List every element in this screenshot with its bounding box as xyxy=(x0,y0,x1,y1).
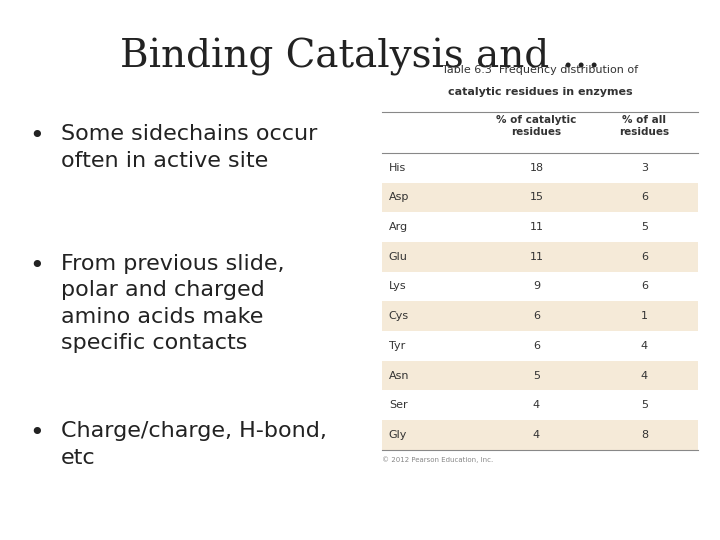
Text: 8: 8 xyxy=(641,430,648,440)
Text: 1: 1 xyxy=(641,311,648,321)
Text: 6: 6 xyxy=(533,311,540,321)
Text: 18: 18 xyxy=(529,163,544,173)
Text: Asp: Asp xyxy=(389,192,409,202)
Text: catalytic residues in enzymes: catalytic residues in enzymes xyxy=(448,87,632,98)
Text: His: His xyxy=(389,163,406,173)
Text: 5: 5 xyxy=(641,400,648,410)
Text: 9: 9 xyxy=(533,281,540,292)
Text: Cys: Cys xyxy=(389,311,409,321)
Text: % of all
residues: % of all residues xyxy=(619,115,670,137)
Text: Table 6.3  Frequency distribution of: Table 6.3 Frequency distribution of xyxy=(442,65,638,75)
Text: •: • xyxy=(29,124,43,148)
Text: 11: 11 xyxy=(529,222,544,232)
FancyBboxPatch shape xyxy=(382,242,698,272)
Text: 15: 15 xyxy=(529,192,544,202)
Text: 3: 3 xyxy=(641,163,648,173)
Text: Tyr: Tyr xyxy=(389,341,405,351)
Text: 6: 6 xyxy=(641,252,648,262)
FancyBboxPatch shape xyxy=(382,420,698,450)
FancyBboxPatch shape xyxy=(382,183,698,212)
Text: Some sidechains occur
often in active site: Some sidechains occur often in active si… xyxy=(61,124,318,171)
Text: 11: 11 xyxy=(529,252,544,262)
Text: Arg: Arg xyxy=(389,222,408,232)
Text: © 2012 Pearson Education, Inc.: © 2012 Pearson Education, Inc. xyxy=(382,456,493,463)
Text: 4: 4 xyxy=(533,400,540,410)
Text: From previous slide,
polar and charged
amino acids make
specific contacts: From previous slide, polar and charged a… xyxy=(61,254,284,353)
Text: Gly: Gly xyxy=(389,430,408,440)
Text: 6: 6 xyxy=(641,281,648,292)
Text: Glu: Glu xyxy=(389,252,408,262)
FancyBboxPatch shape xyxy=(382,361,698,390)
Text: 5: 5 xyxy=(533,370,540,381)
Text: •: • xyxy=(29,421,43,445)
Text: 4: 4 xyxy=(641,341,648,351)
Text: Binding Catalysis and …: Binding Catalysis and … xyxy=(120,38,600,76)
Text: Charge/charge, H-bond,
etc: Charge/charge, H-bond, etc xyxy=(61,421,327,468)
Text: 5: 5 xyxy=(641,222,648,232)
Text: Asn: Asn xyxy=(389,370,409,381)
Text: Lys: Lys xyxy=(389,281,406,292)
Text: 6: 6 xyxy=(641,192,648,202)
Text: •: • xyxy=(29,254,43,278)
Text: % of catalytic
residues: % of catalytic residues xyxy=(496,115,577,137)
FancyBboxPatch shape xyxy=(382,301,698,331)
Text: 6: 6 xyxy=(533,341,540,351)
Text: 4: 4 xyxy=(533,430,540,440)
Text: 4: 4 xyxy=(641,370,648,381)
Text: Ser: Ser xyxy=(389,400,408,410)
